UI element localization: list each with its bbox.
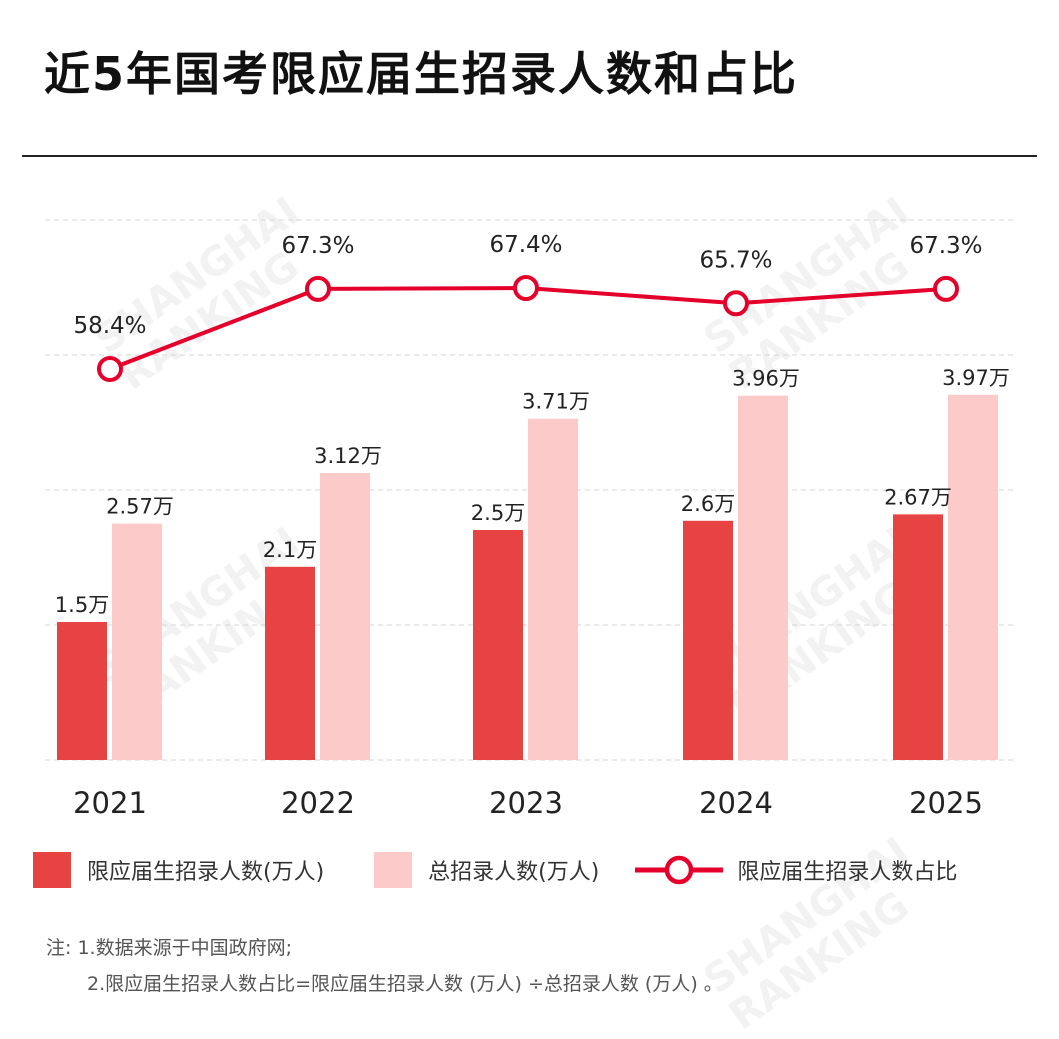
legend-swatch xyxy=(374,852,413,888)
x-tick-label-2021: 2021 xyxy=(73,786,147,820)
bar-total-2021 xyxy=(112,523,162,760)
ratio-point-2025 xyxy=(933,275,959,302)
footnotes: 注: 1.数据来源于中国政府网; 2.限应届生招录人数占比=限应届生招录人数 (… xyxy=(46,930,723,1002)
bar-label-graduate-2025: 2.67万 xyxy=(884,485,952,509)
ratio-label-2024: 65.7% xyxy=(699,247,772,273)
legend-item-graduate-bar: 限应届生招录人数(万人) xyxy=(33,852,324,888)
bar-label-graduate-2022: 2.1万 xyxy=(263,538,317,562)
legend-label: 总招录人数(万人) xyxy=(428,860,600,885)
ratio-point-2024 xyxy=(723,290,749,317)
note-2: 2.限应届生招录人数占比=限应届生招录人数 (万人) ÷总招录人数 (万人) 。 xyxy=(87,973,723,995)
bar-total-2024 xyxy=(738,395,788,760)
x-tick-label-2024: 2024 xyxy=(699,786,773,820)
ratio-label-2023: 67.4% xyxy=(489,232,562,258)
legend-swatch xyxy=(33,852,71,888)
x-tick-label-2023: 2023 xyxy=(489,786,563,820)
legend: 限应届生招录人数(万人) 总招录人数(万人) 限应届生招录人数占比 xyxy=(33,852,987,888)
bar-label-total-2023: 3.71万 xyxy=(522,390,590,414)
bar-label-graduate-2023: 2.5万 xyxy=(471,501,525,525)
chart-title: 近5年国考限应届生招录人数和占比 xyxy=(44,47,799,101)
ratio-label-2022: 67.3% xyxy=(281,233,354,259)
bar-label-total-2025: 3.97万 xyxy=(942,366,1010,390)
bar-graduate-2021 xyxy=(57,622,107,760)
bar-graduate-2025 xyxy=(893,514,943,760)
bar-total-2025 xyxy=(948,394,998,760)
bar-total-2022 xyxy=(320,472,370,760)
bar-graduate-2024 xyxy=(683,520,733,760)
bar-label-graduate-2021: 1.5万 xyxy=(55,593,109,617)
ratio-point-2021 xyxy=(97,356,123,382)
note-1: 注: 1.数据来源于中国政府网; xyxy=(46,937,292,959)
bar-label-total-2024: 3.96万 xyxy=(732,367,800,391)
ratio-label-2021: 58.4% xyxy=(73,313,146,339)
ratio-point-2023 xyxy=(513,275,539,301)
ratio-point-2022 xyxy=(305,275,331,302)
chart: 1.5万 2.57万 2021 2.1万 3.12万 2022 2.5万 3.71万 2023 2… xyxy=(45,219,1015,820)
legend-item-total-bar: 总招录人数(万人) xyxy=(374,852,599,888)
legend-label: 限应届生招录人数(万人) xyxy=(87,860,325,885)
bar-graduate-2022 xyxy=(265,566,315,760)
x-tick-label-2022: 2022 xyxy=(281,786,355,820)
bar-label-graduate-2024: 2.6万 xyxy=(681,492,735,516)
bar-total-2023 xyxy=(528,418,578,760)
legend-label: 限应届生招录人数占比 xyxy=(737,860,958,885)
x-tick-label-2025: 2025 xyxy=(909,786,983,820)
title-divider xyxy=(22,155,1037,157)
bar-graduate-2023 xyxy=(473,530,523,760)
ratio-label-2025: 67.3% xyxy=(909,233,982,259)
legend-line-marker-icon xyxy=(635,855,724,885)
bar-label-total-2022: 3.12万 xyxy=(314,444,382,468)
legend-item-ratio-line: 限应届生招录人数占比 xyxy=(635,852,957,888)
bar-label-total-2021: 2.57万 xyxy=(106,495,174,519)
